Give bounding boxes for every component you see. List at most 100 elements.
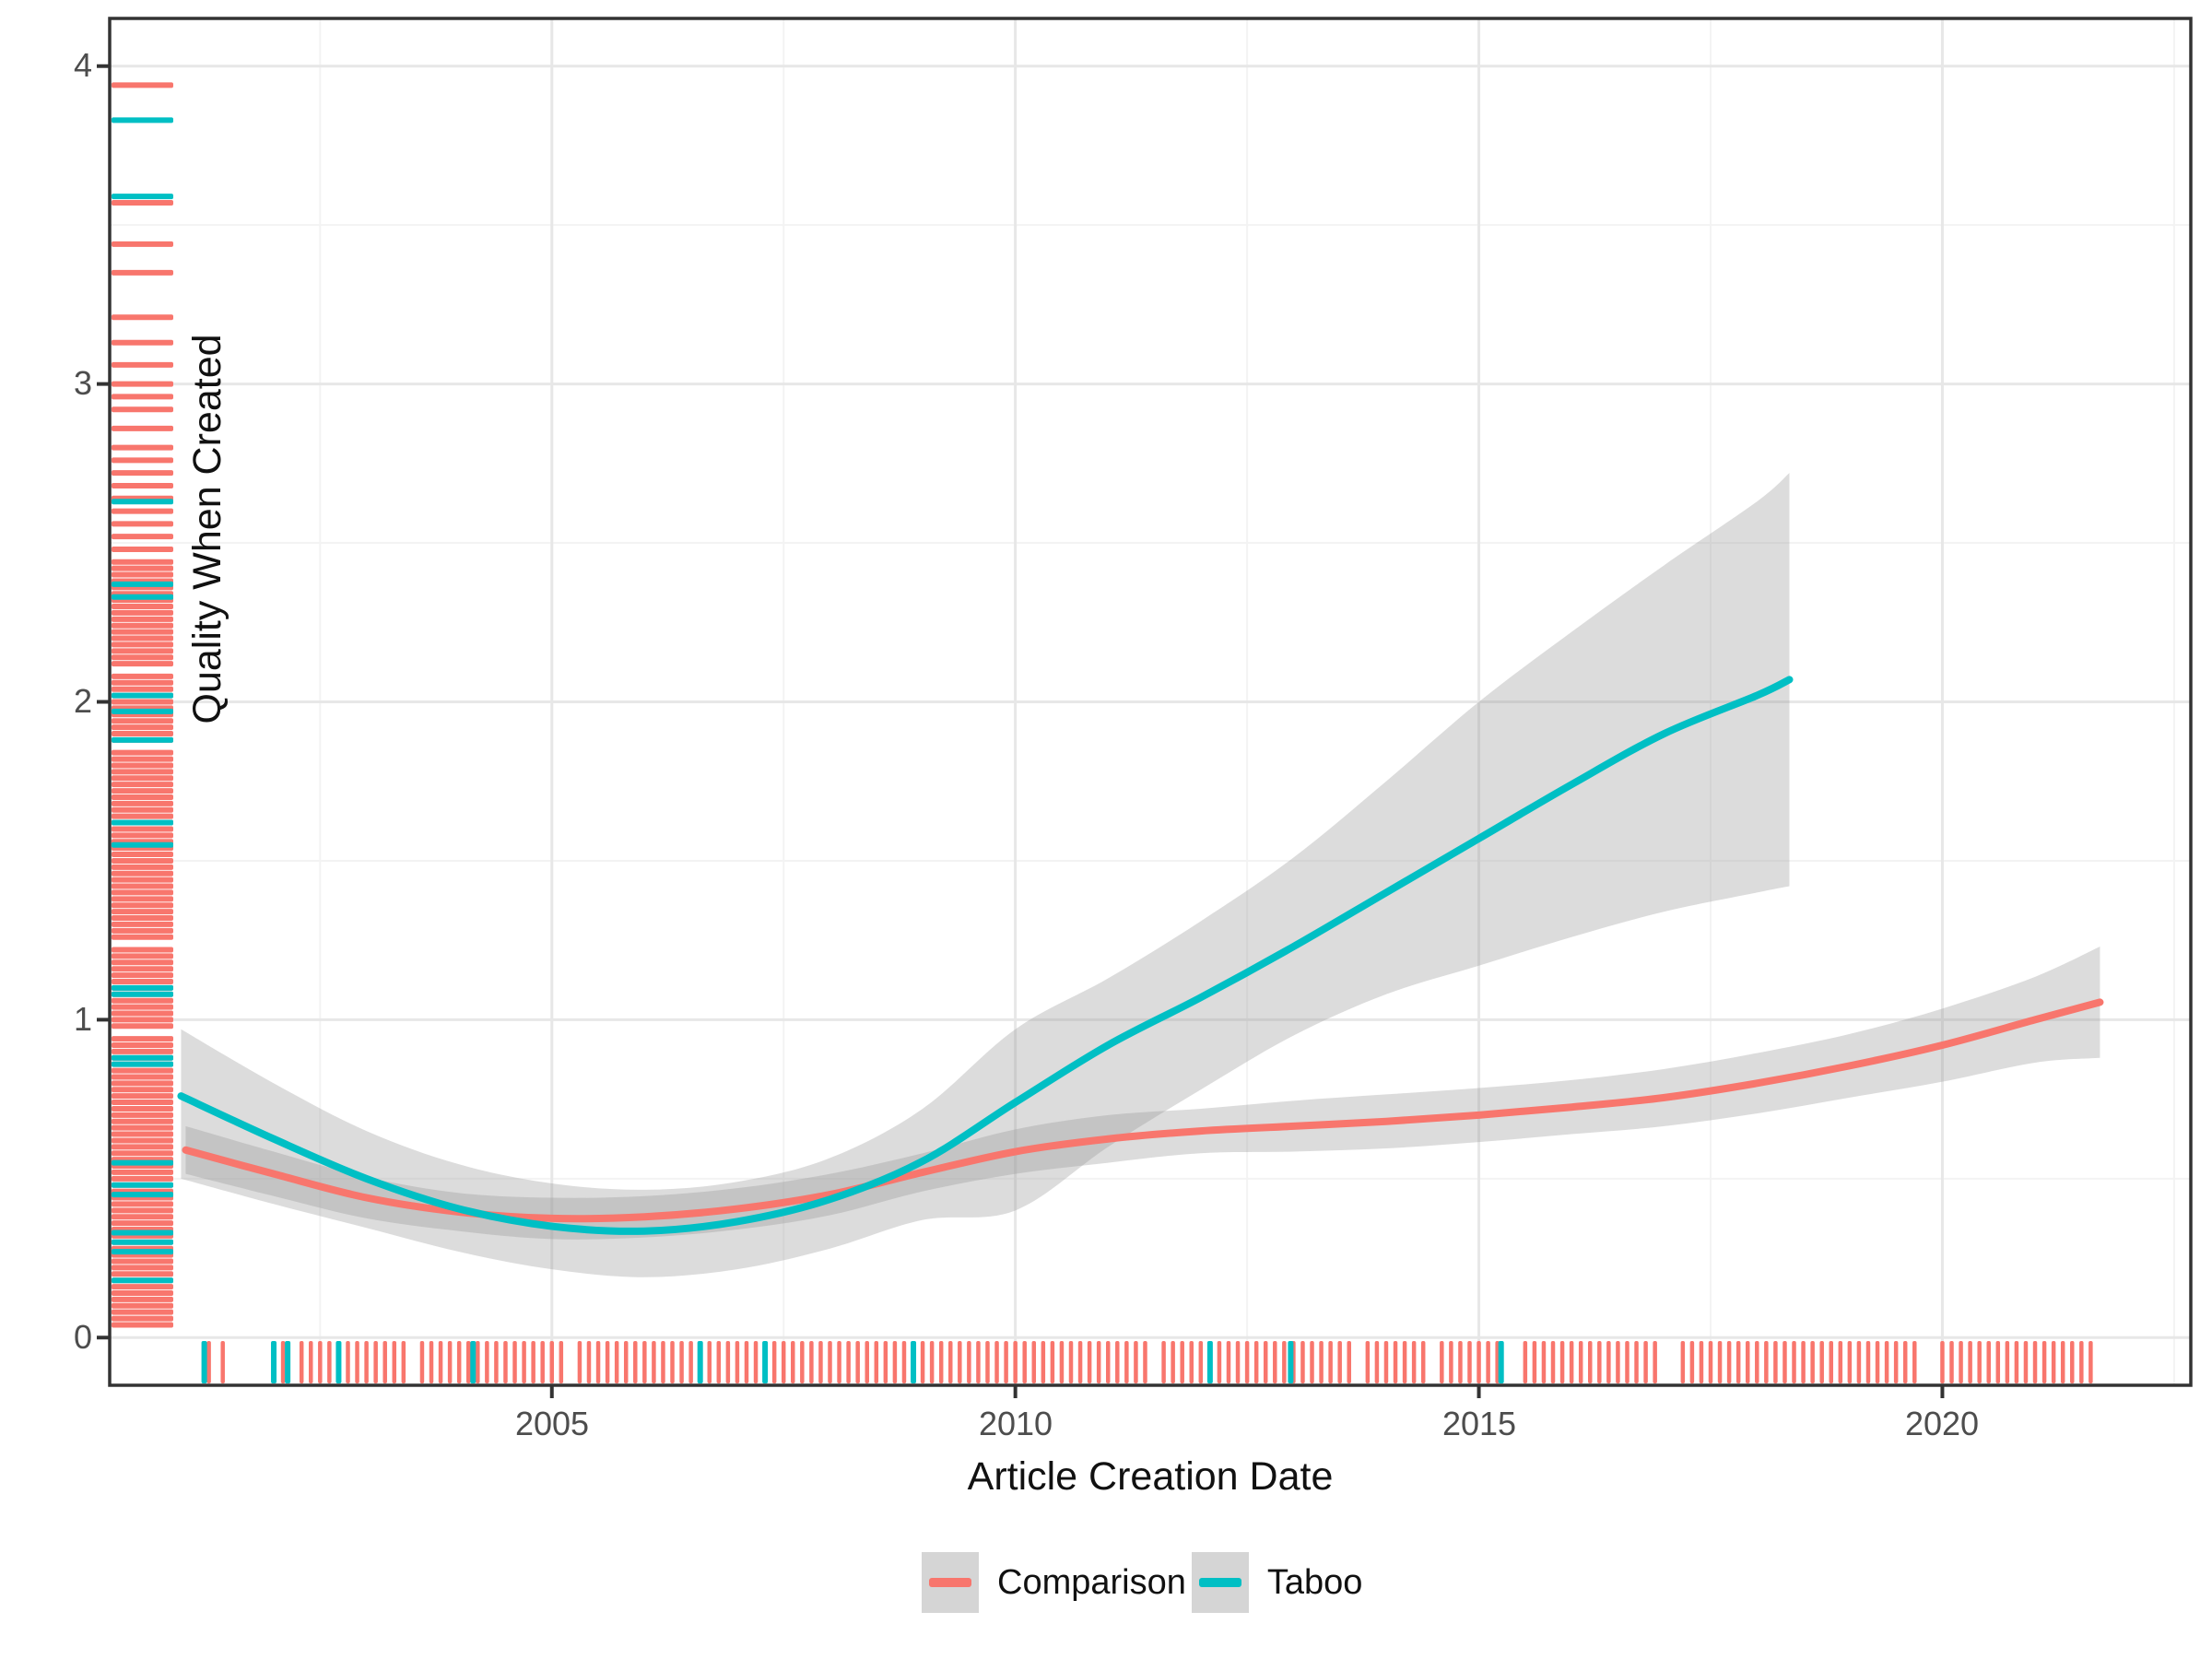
comparison-rug-mark-left xyxy=(112,1017,173,1023)
comparison-rug-mark-bottom xyxy=(1995,1341,2001,1383)
comparison-rug-mark-bottom xyxy=(1374,1341,1380,1383)
comparison-rug-mark-bottom xyxy=(1893,1341,1899,1383)
comparison-rug-mark-bottom xyxy=(1171,1341,1175,1383)
comparison-rug-mark-left xyxy=(112,635,173,641)
comparison-rug-mark-bottom xyxy=(1550,1341,1556,1383)
comparison-rug-mark-left xyxy=(112,546,173,552)
comparison-rug-mark-bottom xyxy=(1597,1341,1602,1383)
comparison-rug-mark-bottom xyxy=(465,1341,471,1383)
comparison-rug-mark-bottom xyxy=(1532,1341,1537,1383)
comparison-rug-mark-left xyxy=(112,857,173,864)
comparison-rug-mark-bottom xyxy=(1616,1341,1620,1383)
comparison-rug-mark-bottom xyxy=(419,1341,425,1383)
comparison-rug-mark-left xyxy=(112,1284,173,1290)
comparison-rug-mark-bottom xyxy=(1959,1341,1963,1383)
comparison-rug-mark-left xyxy=(112,1322,173,1328)
taboo-rug-mark-left xyxy=(112,117,173,124)
comparison-rug-mark-left xyxy=(112,997,173,1004)
comparison-rug-mark-left xyxy=(112,339,173,346)
comparison-rug-mark-bottom xyxy=(327,1341,332,1383)
comparison-rug-mark-bottom xyxy=(1689,1341,1695,1383)
comparison-rug-mark-bottom xyxy=(485,1341,489,1383)
comparison-rug-mark-left xyxy=(112,629,173,635)
comparison-rug-mark-bottom xyxy=(1717,1341,1723,1383)
comparison-rug-mark-bottom xyxy=(1745,1341,1750,1383)
comparison-rug-mark-bottom xyxy=(948,1341,953,1383)
legend-item-comparison: Comparison xyxy=(922,1552,1186,1613)
comparison-rug-mark-bottom xyxy=(309,1341,313,1383)
comparison-rug-mark-bottom xyxy=(1625,1341,1630,1383)
comparison-rug-mark-left xyxy=(112,604,173,610)
taboo-rug-mark-bottom xyxy=(1206,1341,1213,1383)
comparison-rug-mark-bottom xyxy=(688,1341,693,1383)
comparison-rug-mark-left xyxy=(112,361,173,368)
comparison-rug-mark-left xyxy=(112,775,173,782)
comparison-rug-mark-left xyxy=(112,794,173,800)
comparison-rug-mark-bottom xyxy=(1773,1341,1778,1383)
comparison-rug-mark-bottom xyxy=(1124,1341,1129,1383)
comparison-rug-mark-left xyxy=(112,1169,173,1175)
comparison-rug-mark-bottom xyxy=(1783,1341,1787,1383)
comparison-rug-mark-bottom xyxy=(1986,1341,1991,1383)
comparison-rug-mark-left xyxy=(112,832,173,839)
comparison-rug-mark-bottom xyxy=(1523,1341,1528,1383)
taboo-rug-mark-bottom xyxy=(697,1341,703,1383)
comparison-rug-mark-left xyxy=(112,927,173,934)
x-tick-label-2015: 2015 xyxy=(1441,1405,1517,1442)
comparison-rug-mark-left xyxy=(112,769,173,775)
comparison-rug-mark-bottom xyxy=(1606,1341,1611,1383)
comparison-rug-mark-left xyxy=(112,559,173,565)
comparison-rug-mark-left xyxy=(112,864,173,870)
comparison-rug-mark-bottom xyxy=(818,1341,823,1383)
comparison-rug-mark-bottom xyxy=(531,1341,535,1383)
comparison-rug-mark-bottom xyxy=(1402,1341,1407,1383)
comparison-rug-mark-left xyxy=(112,718,173,724)
comparison-rug-mark-bottom xyxy=(559,1341,564,1383)
comparison-rug-mark-bottom xyxy=(1680,1341,1686,1383)
comparison-rug-mark-left xyxy=(112,1087,173,1093)
comparison-rug-mark-left xyxy=(112,800,173,806)
taboo-rug-mark-left xyxy=(112,991,173,997)
comparison-rug-mark-bottom xyxy=(1282,1341,1287,1383)
comparison-rug-mark-bottom xyxy=(1912,1341,1917,1383)
comparison-rug-mark-bottom xyxy=(447,1341,453,1383)
comparison-rug-mark-left xyxy=(112,1214,173,1220)
comparison-rug-mark-left xyxy=(112,953,173,959)
comparison-rug-mark-left xyxy=(112,673,173,679)
taboo-rug-mark-bottom xyxy=(1288,1341,1294,1383)
comparison-rug-mark-bottom xyxy=(633,1341,638,1383)
legend: Comparison Taboo xyxy=(922,1552,1368,1613)
comparison-rug-mark-left xyxy=(112,978,173,984)
comparison-rug-mark-bottom xyxy=(1180,1341,1184,1383)
comparison-rug-mark-bottom xyxy=(1977,1341,1982,1383)
y-axis-title: Quality When Created xyxy=(185,334,230,724)
comparison-rug-mark-bottom xyxy=(1393,1341,1398,1383)
comparison-rug-mark-left xyxy=(112,661,173,667)
comparison-rug-mark-bottom xyxy=(901,1341,907,1383)
comparison-rug-mark-bottom xyxy=(1328,1341,1333,1383)
comparison-rug-mark-left xyxy=(112,482,173,488)
comparison-rug-mark-bottom xyxy=(2070,1341,2075,1383)
comparison-rug-mark-left xyxy=(112,534,173,540)
comparison-rug-mark-bottom xyxy=(1383,1341,1389,1383)
comparison-rug-mark-bottom xyxy=(1189,1341,1194,1383)
comparison-rug-mark-bottom xyxy=(503,1341,508,1383)
comparison-rug-mark-bottom xyxy=(280,1341,286,1383)
comparison-rug-mark-bottom xyxy=(1235,1341,1241,1383)
comparison-rug-mark-bottom xyxy=(1587,1341,1593,1383)
comparison-rug-mark-bottom xyxy=(1310,1341,1314,1383)
comparison-rug-mark-bottom xyxy=(1347,1341,1351,1383)
comparison-rug-mark-left xyxy=(112,381,173,387)
comparison-rug-mark-left xyxy=(112,1093,173,1100)
comparison-rug-mark-left xyxy=(112,762,173,769)
comparison-rug-mark-left xyxy=(112,1315,173,1322)
comparison-rug-mark-bottom xyxy=(725,1341,731,1383)
comparison-rug-mark-bottom xyxy=(1634,1341,1639,1383)
comparison-rug-mark-bottom xyxy=(1764,1341,1769,1383)
comparison-rug-mark-left xyxy=(112,654,173,661)
taboo-rug-mark-bottom xyxy=(285,1341,291,1383)
y-tick-label-4: 4 xyxy=(73,46,92,84)
comparison-rug-mark-left xyxy=(112,889,173,896)
comparison-rug-mark-left xyxy=(112,444,173,451)
